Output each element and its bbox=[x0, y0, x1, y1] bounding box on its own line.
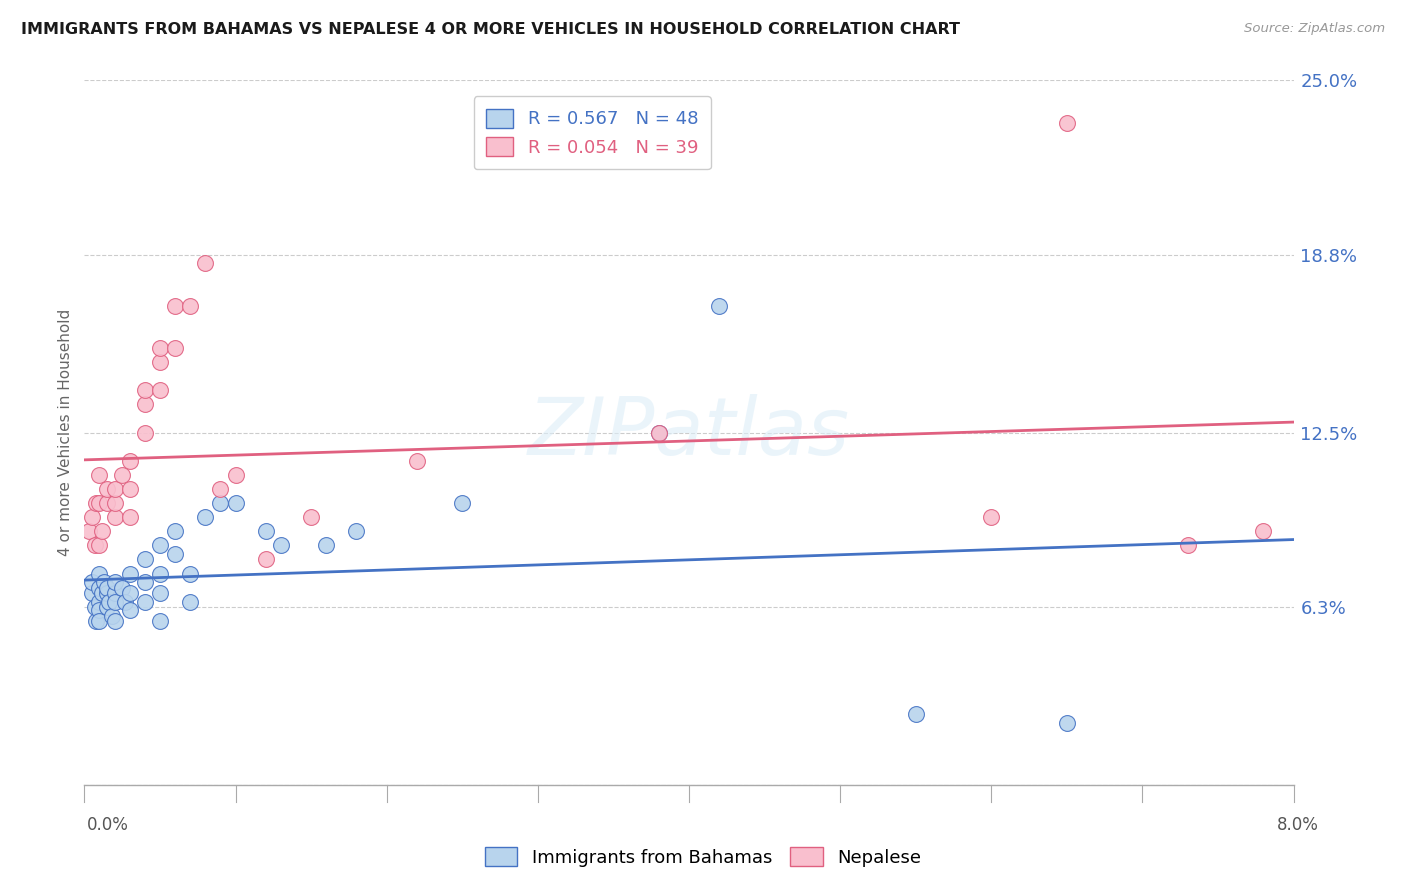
Point bbox=[118, 510, 141, 524]
Point bbox=[118, 482, 141, 496]
Point bbox=[179, 566, 201, 581]
Point bbox=[709, 299, 731, 313]
Point bbox=[179, 299, 201, 313]
Point bbox=[149, 586, 172, 600]
Point bbox=[80, 586, 103, 600]
Point bbox=[111, 581, 134, 595]
Point bbox=[299, 510, 322, 524]
Text: ZIPatlas: ZIPatlas bbox=[527, 393, 851, 472]
Point bbox=[86, 615, 108, 629]
Point bbox=[194, 510, 217, 524]
Point bbox=[165, 547, 187, 561]
Point bbox=[134, 384, 156, 398]
Point bbox=[134, 425, 156, 440]
Point bbox=[149, 384, 172, 398]
Point bbox=[648, 425, 671, 440]
Point bbox=[104, 510, 127, 524]
Point bbox=[451, 496, 474, 510]
Legend: Immigrants from Bahamas, Nepalese: Immigrants from Bahamas, Nepalese bbox=[478, 840, 928, 874]
Point bbox=[225, 467, 247, 482]
Point bbox=[104, 482, 127, 496]
Point bbox=[134, 574, 156, 589]
Point bbox=[96, 496, 118, 510]
Point bbox=[315, 538, 337, 552]
Point bbox=[80, 510, 103, 524]
Point bbox=[1056, 715, 1078, 730]
Point bbox=[406, 454, 429, 468]
Point bbox=[104, 586, 127, 600]
Point bbox=[89, 538, 111, 552]
Point bbox=[111, 467, 134, 482]
Point bbox=[179, 595, 201, 609]
Point bbox=[77, 524, 100, 539]
Point bbox=[118, 566, 141, 581]
Point bbox=[91, 524, 114, 539]
Point bbox=[1253, 524, 1275, 539]
Point bbox=[149, 566, 172, 581]
Text: 8.0%: 8.0% bbox=[1277, 816, 1319, 834]
Point bbox=[134, 397, 156, 411]
Point bbox=[149, 615, 172, 629]
Point bbox=[89, 566, 111, 581]
Point bbox=[89, 581, 111, 595]
Point bbox=[100, 608, 122, 623]
Point bbox=[134, 595, 156, 609]
Point bbox=[93, 574, 115, 589]
Point bbox=[209, 496, 232, 510]
Point bbox=[980, 510, 1002, 524]
Point bbox=[165, 524, 187, 539]
Point bbox=[346, 524, 368, 539]
Point bbox=[89, 467, 111, 482]
Point bbox=[165, 299, 187, 313]
Text: 0.0%: 0.0% bbox=[87, 816, 129, 834]
Point bbox=[89, 496, 111, 510]
Point bbox=[194, 256, 217, 270]
Point bbox=[86, 496, 108, 510]
Point bbox=[96, 581, 118, 595]
Point bbox=[149, 341, 172, 355]
Point bbox=[209, 482, 232, 496]
Text: IMMIGRANTS FROM BAHAMAS VS NEPALESE 4 OR MORE VEHICLES IN HOUSEHOLD CORRELATION : IMMIGRANTS FROM BAHAMAS VS NEPALESE 4 OR… bbox=[21, 22, 960, 37]
Point bbox=[104, 574, 127, 589]
Point bbox=[904, 707, 927, 722]
Point bbox=[89, 615, 111, 629]
Point bbox=[118, 586, 141, 600]
Point bbox=[96, 600, 118, 615]
Point bbox=[134, 552, 156, 566]
Point bbox=[270, 538, 292, 552]
Point bbox=[254, 552, 277, 566]
Point bbox=[104, 615, 127, 629]
Point bbox=[91, 586, 114, 600]
Point bbox=[118, 603, 141, 617]
Point bbox=[149, 538, 172, 552]
Text: Source: ZipAtlas.com: Source: ZipAtlas.com bbox=[1244, 22, 1385, 36]
Point bbox=[118, 454, 141, 468]
Point bbox=[80, 574, 103, 589]
Point bbox=[104, 496, 127, 510]
Point bbox=[89, 595, 111, 609]
Point bbox=[114, 595, 136, 609]
Point bbox=[1056, 115, 1078, 129]
Point bbox=[96, 586, 118, 600]
Point bbox=[165, 341, 187, 355]
Legend: R = 0.567   N = 48, R = 0.054   N = 39: R = 0.567 N = 48, R = 0.054 N = 39 bbox=[474, 96, 711, 169]
Point bbox=[96, 482, 118, 496]
Point bbox=[84, 538, 107, 552]
Point bbox=[648, 425, 671, 440]
Point bbox=[104, 595, 127, 609]
Point bbox=[1177, 538, 1199, 552]
Point bbox=[97, 595, 120, 609]
Point bbox=[254, 524, 277, 539]
Point bbox=[84, 600, 107, 615]
Y-axis label: 4 or more Vehicles in Household: 4 or more Vehicles in Household bbox=[58, 309, 73, 557]
Point bbox=[89, 603, 111, 617]
Point bbox=[225, 496, 247, 510]
Point bbox=[149, 355, 172, 369]
